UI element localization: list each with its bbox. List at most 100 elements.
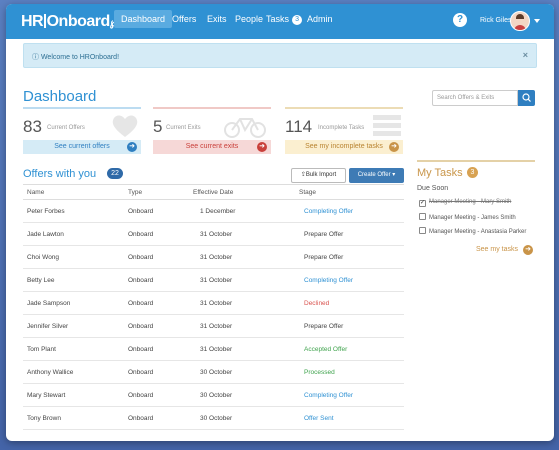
my-tasks-title: My Tasks — [417, 167, 463, 179]
incomplete-tasks-label: Incomplete Tasks — [318, 125, 365, 131]
col-header-type[interactable]: Type — [128, 189, 143, 196]
cell-effective-date: 1 December — [200, 208, 236, 215]
cell-stage: Processed — [304, 369, 335, 376]
see-incomplete-tasks-link[interactable]: See my incomplete tasks ➜ — [285, 140, 403, 154]
cell-effective-date: 31 October — [200, 300, 233, 307]
cell-type: Onboard — [128, 300, 154, 307]
cell-stage: Prepare Offer — [304, 323, 344, 330]
app-logo[interactable]: HROnboard℘ — [21, 13, 117, 30]
nav-admin[interactable]: Admin — [307, 14, 333, 24]
col-header-effective-date[interactable]: Effective Date — [193, 189, 234, 196]
arrow-right-icon: ➜ — [257, 142, 267, 152]
arrow-right-icon: ➜ — [389, 142, 399, 152]
checkbox[interactable]: ✓ — [419, 200, 426, 207]
info-icon: ⓘ — [32, 54, 39, 61]
user-name[interactable]: Rick Giles — [480, 17, 512, 24]
cell-name: Anthony Wallice — [27, 369, 74, 376]
incomplete-tasks-count: 114 — [285, 117, 313, 136]
help-icon[interactable]: ? — [453, 13, 467, 27]
cell-stage: Completing Offer — [304, 208, 354, 215]
nav-people[interactable]: People — [235, 14, 264, 24]
table-row[interactable]: Tony Brown Onboard 30 October Offer Sent — [23, 407, 404, 430]
table-row[interactable]: Jade Sampson Onboard 31 October Declined — [23, 292, 404, 315]
cell-name: Tony Brown — [27, 415, 61, 422]
cell-name: Choi Wong — [27, 254, 60, 261]
cell-name: Betty Lee — [27, 277, 55, 284]
arrow-right-icon: ➜ — [523, 245, 534, 255]
col-header-stage[interactable]: Stage — [299, 189, 316, 196]
see-current-offers-link[interactable]: See current offers ➜ — [23, 140, 141, 154]
create-offer-button[interactable]: Create Offer ▾ — [349, 168, 404, 183]
cell-type: Onboard — [128, 369, 154, 376]
heart-icon — [112, 115, 138, 137]
col-header-name[interactable]: Name — [27, 189, 45, 196]
cell-type: Onboard — [128, 323, 154, 330]
current-offers-card: 83 Current Offers See current offers ➜ — [23, 107, 141, 155]
table-row[interactable]: Anthony Wallice Onboard 30 October Processe… — [23, 361, 404, 384]
cell-name: Jade Sampson — [27, 300, 71, 307]
offers-table-header: Name Type Effective Date Stage — [23, 184, 404, 200]
cell-effective-date: 31 October — [200, 277, 233, 284]
bulk-import-button[interactable]: ⇪Bulk Import — [291, 168, 346, 183]
see-my-tasks-link[interactable]: See my tasks ➜ — [476, 245, 534, 255]
card-accent — [23, 107, 141, 109]
search-input[interactable]: Search Offers & Exits — [432, 90, 518, 106]
upload-icon: ⇪ — [300, 172, 306, 178]
cell-name: Jade Lawton — [27, 231, 64, 238]
task-item[interactable]: Manager Meeting - Anastasia Parker — [419, 227, 526, 235]
table-row[interactable]: Peter Forbes Onboard 1 December Completing … — [23, 200, 404, 223]
current-offers-count: 83 — [23, 117, 42, 136]
cell-effective-date: 31 October — [200, 254, 233, 261]
cell-type: Onboard — [128, 415, 154, 422]
bicycle-icon — [224, 118, 266, 138]
nav-offers[interactable]: Offers — [172, 14, 197, 24]
cell-name: Tom Plant — [27, 346, 56, 353]
checkbox[interactable] — [419, 213, 426, 220]
close-icon[interactable]: × — [522, 50, 528, 60]
cell-effective-date: 30 October — [200, 415, 233, 422]
current-offers-label: Current Offers — [47, 125, 85, 131]
task-item[interactable]: ✓ Manager Meeting - Mary Smith — [419, 199, 512, 207]
table-row[interactable]: Jade Lawton Onboard 31 October Prepare Offe… — [23, 223, 404, 246]
cell-stage: Offer Sent — [304, 415, 334, 422]
checkbox[interactable] — [419, 227, 426, 234]
cell-type: Onboard — [128, 254, 154, 261]
card-accent — [153, 107, 271, 109]
app-window: HROnboard℘ Dashboard Offers Exits People… — [6, 4, 554, 441]
current-exits-count: 5 — [153, 117, 163, 136]
avatar[interactable] — [510, 11, 530, 31]
current-exits-card: 5 Current Exits See current exits ➜ — [153, 107, 271, 155]
table-row[interactable]: Mary Stewart Onboard 30 October Completing … — [23, 384, 404, 407]
cell-type: Onboard — [128, 346, 154, 353]
table-row[interactable]: Tom Plant Onboard 31 October Accepted Offer — [23, 338, 404, 361]
task-item[interactable]: Manager Meeting - James Smith — [419, 213, 516, 221]
cell-stage: Declined — [304, 300, 330, 307]
table-row[interactable]: Choi Wong Onboard 31 October Prepare Offer — [23, 246, 404, 269]
table-row[interactable]: Jennifer Silver Onboard 31 October Prepare … — [23, 315, 404, 338]
cell-effective-date: 31 October — [200, 231, 233, 238]
nav-dashboard[interactable]: Dashboard — [114, 10, 173, 28]
cell-effective-date: 30 October — [200, 392, 233, 399]
chevron-down-icon[interactable] — [534, 19, 540, 23]
search-icon — [522, 93, 531, 102]
cell-name: Peter Forbes — [27, 208, 65, 215]
cell-effective-date: 31 October — [200, 323, 233, 330]
cell-effective-date: 30 October — [200, 369, 233, 376]
cell-effective-date: 31 October — [200, 346, 233, 353]
table-row[interactable]: Betty Lee Onboard 31 October Completing Off… — [23, 269, 404, 292]
cell-type: Onboard — [128, 208, 154, 215]
tasks-count-badge: 3 — [292, 15, 303, 25]
welcome-alert: ⓘ Welcome to HROnboard! × — [23, 43, 537, 68]
offers-count-badge: 22 — [107, 168, 123, 179]
alert-message: ⓘ Welcome to HROnboard! — [32, 54, 120, 61]
cell-stage: Completing Offer — [304, 277, 354, 284]
nav-tasks[interactable]: Tasks 3 — [266, 14, 303, 25]
see-current-exits-link[interactable]: See current exits ➜ — [153, 140, 271, 154]
due-soon-label: Due Soon — [417, 185, 449, 192]
cell-stage: Prepare Offer — [304, 231, 344, 238]
cell-name: Jennifer Silver — [27, 323, 69, 330]
tasks-divider — [417, 160, 535, 162]
cell-stage: Prepare Offer — [304, 254, 344, 261]
nav-exits[interactable]: Exits — [207, 14, 227, 24]
search-button[interactable] — [518, 90, 535, 106]
